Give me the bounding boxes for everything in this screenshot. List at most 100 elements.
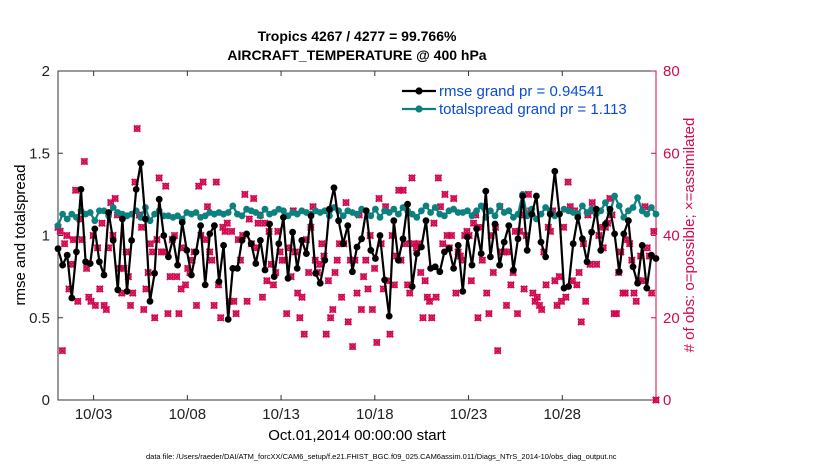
obs-assimilated-marker	[449, 194, 458, 203]
obs-possible-marker	[80, 158, 88, 165]
totalspread-point	[224, 209, 232, 216]
obs-count-point	[249, 194, 258, 203]
rmse-point	[353, 243, 361, 251]
obs-possible-marker	[208, 256, 216, 264]
obs-count-point	[375, 194, 383, 203]
rmse-point	[445, 245, 453, 253]
obs-count-point	[368, 305, 377, 314]
rmse-point	[151, 269, 159, 277]
obs-assimilated-marker	[432, 293, 440, 302]
obs-count-point	[62, 231, 71, 240]
y2-tick-label: 20	[663, 310, 680, 327]
rmse-point	[119, 215, 126, 223]
obs-assimilated-marker	[80, 157, 89, 166]
rmse-point	[413, 250, 421, 257]
x-axis: 10/03 10/08 10/13 10/18 10/23 10/28	[75, 71, 581, 423]
obs-count-point	[331, 268, 339, 277]
y-tick-label: 0.5	[29, 310, 50, 327]
obs-count-point	[58, 346, 67, 355]
obs-assimilated-marker	[223, 219, 232, 227]
obs-count-point	[216, 313, 225, 322]
obs-assimilated-marker	[575, 268, 583, 277]
totalspread-point	[468, 212, 476, 220]
obs-possible-marker	[439, 240, 447, 248]
obs-count-point	[208, 256, 216, 265]
obs-possible-marker	[162, 182, 170, 190]
totalspread-point	[54, 222, 62, 230]
rmse-point	[510, 266, 517, 274]
rmse-point	[422, 217, 430, 225]
obs-possible-marker	[69, 236, 77, 244]
obs-assimilated-marker	[361, 256, 370, 265]
obs-possible-marker	[333, 256, 341, 264]
obs-possible-marker	[386, 330, 394, 338]
obs-assimilated-marker	[328, 305, 337, 314]
rmse-point	[358, 235, 365, 243]
obs-assimilated-marker	[150, 313, 159, 322]
obs-assimilated-marker	[436, 202, 445, 211]
obs-possible-marker	[204, 203, 211, 211]
obs-possible-marker	[58, 347, 66, 355]
obs-count-point	[542, 281, 550, 289]
obs-count-point	[434, 174, 443, 182]
obs-assimilated-marker	[71, 186, 80, 195]
obs-assimilated-marker	[333, 256, 342, 265]
obs-possible-marker	[643, 244, 651, 252]
obs-possible-marker	[630, 289, 638, 297]
obs-possible-marker	[210, 302, 218, 309]
rmse-point	[280, 214, 287, 221]
obs-possible-marker	[406, 289, 414, 297]
obs-count-point	[430, 219, 438, 227]
obs-count-point	[111, 194, 119, 203]
obs-assimilated-marker	[524, 190, 533, 199]
rmse-point	[611, 230, 618, 238]
obs-count-point	[482, 289, 491, 297]
y-tick-label: 2	[42, 63, 50, 80]
obs-count-point	[520, 285, 528, 293]
obs-assimilated-marker	[73, 297, 82, 306]
obs-count-point	[621, 289, 630, 297]
obs-assimilated-marker	[175, 309, 183, 318]
obs-count-point	[421, 276, 429, 285]
obs-possible-marker	[228, 227, 236, 235]
obs-count-point	[577, 318, 586, 326]
y-tick-label: 0	[42, 392, 50, 409]
obs-count-point	[408, 174, 416, 182]
obs-count-point	[588, 198, 597, 207]
rmse-point	[620, 230, 628, 238]
obs-assimilated-marker	[555, 272, 564, 281]
rmse-point	[546, 210, 554, 218]
totalspread-point	[238, 212, 246, 220]
obs-assimilated-marker	[232, 309, 240, 318]
rmse-point	[574, 214, 582, 221]
rmse-point	[431, 263, 439, 271]
obs-count-point	[372, 338, 381, 347]
obs-assimilated-marker	[296, 313, 304, 322]
obs-assimilated-marker	[199, 178, 207, 186]
obs-count-point	[405, 289, 414, 297]
obs-count-point	[80, 157, 89, 166]
rmse-point	[321, 256, 329, 264]
obs-possible-marker	[621, 289, 629, 297]
rmse-point	[569, 240, 577, 248]
obs-possible-marker	[230, 297, 238, 305]
obs-assimilated-marker	[269, 281, 278, 289]
rmse-point	[395, 256, 402, 264]
obs-possible-marker	[448, 232, 455, 239]
legend-rmse-marker	[415, 87, 423, 95]
rmse-point	[482, 187, 490, 195]
rmse-point	[215, 278, 223, 285]
obs-possible-marker	[430, 219, 438, 227]
totalspread-point	[473, 207, 480, 215]
rmse-point	[178, 218, 186, 226]
rmse-point	[588, 228, 595, 236]
obs-assimilated-marker	[128, 289, 137, 297]
obs-count-point	[447, 231, 456, 240]
obs-assimilated-marker	[359, 272, 368, 281]
totalspread-point	[652, 210, 660, 218]
obs-possible-marker	[474, 314, 482, 322]
obs-assimilated-marker	[221, 227, 229, 236]
x-tick-label: 10/03	[75, 406, 113, 423]
y-tick-label: 1	[42, 228, 50, 245]
obs-count-point	[322, 330, 331, 339]
